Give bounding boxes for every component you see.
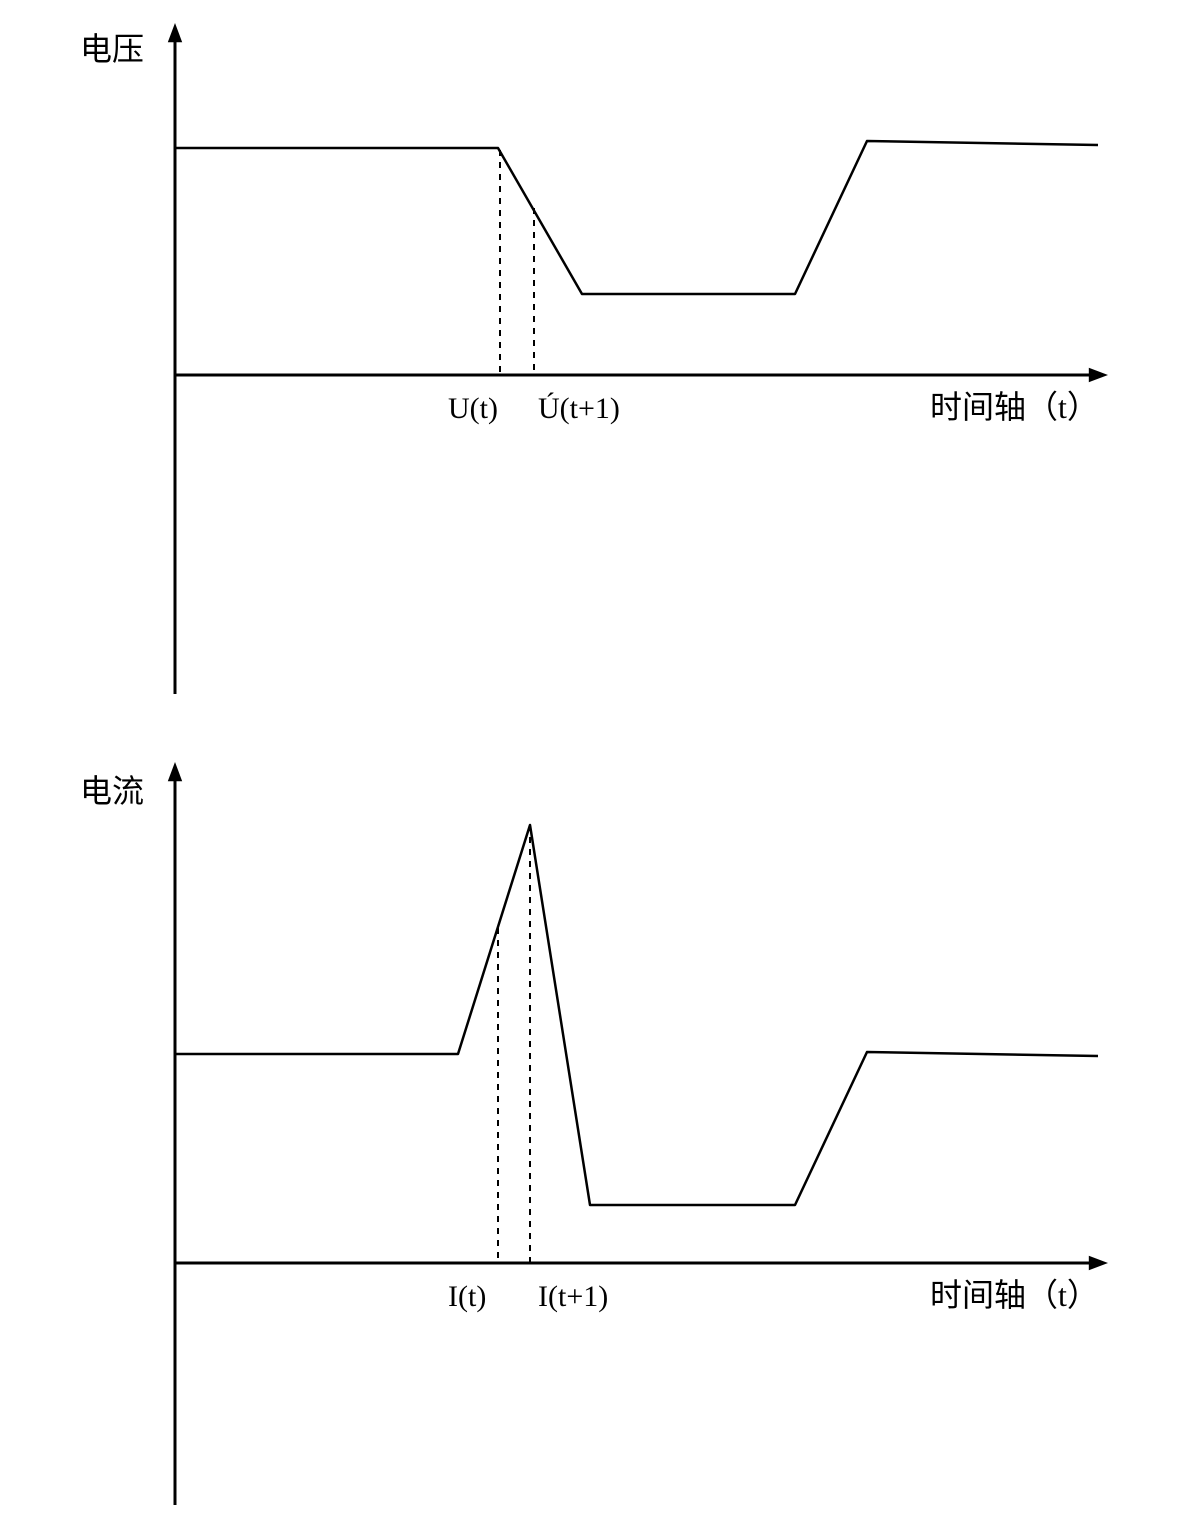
voltage-chart-ticklabel-0: U(t) bbox=[448, 392, 498, 425]
voltage-chart-ticklabel-1: Ú(t+1) bbox=[538, 392, 620, 425]
charts-svg: 电压时间轴（t）U(t)Ú(t+1)电流时间轴（t）I(t)I(t+1) bbox=[0, 0, 1180, 1533]
current-chart-ticklabel-0: I(t) bbox=[448, 1280, 486, 1313]
voltage-chart-line bbox=[175, 141, 1098, 294]
voltage-chart-ylabel: 电压 bbox=[80, 31, 144, 67]
current-chart-xlabel: 时间轴（t） bbox=[930, 1277, 1099, 1313]
diagram-root: 电压时间轴（t）U(t)Ú(t+1)电流时间轴（t）I(t)I(t+1) bbox=[0, 0, 1180, 1533]
current-chart-ticklabel-1: I(t+1) bbox=[538, 1280, 608, 1313]
current-chart-ylabel: 电流 bbox=[80, 773, 144, 809]
voltage-chart-xlabel: 时间轴（t） bbox=[930, 389, 1099, 425]
current-chart-line bbox=[175, 825, 1098, 1205]
